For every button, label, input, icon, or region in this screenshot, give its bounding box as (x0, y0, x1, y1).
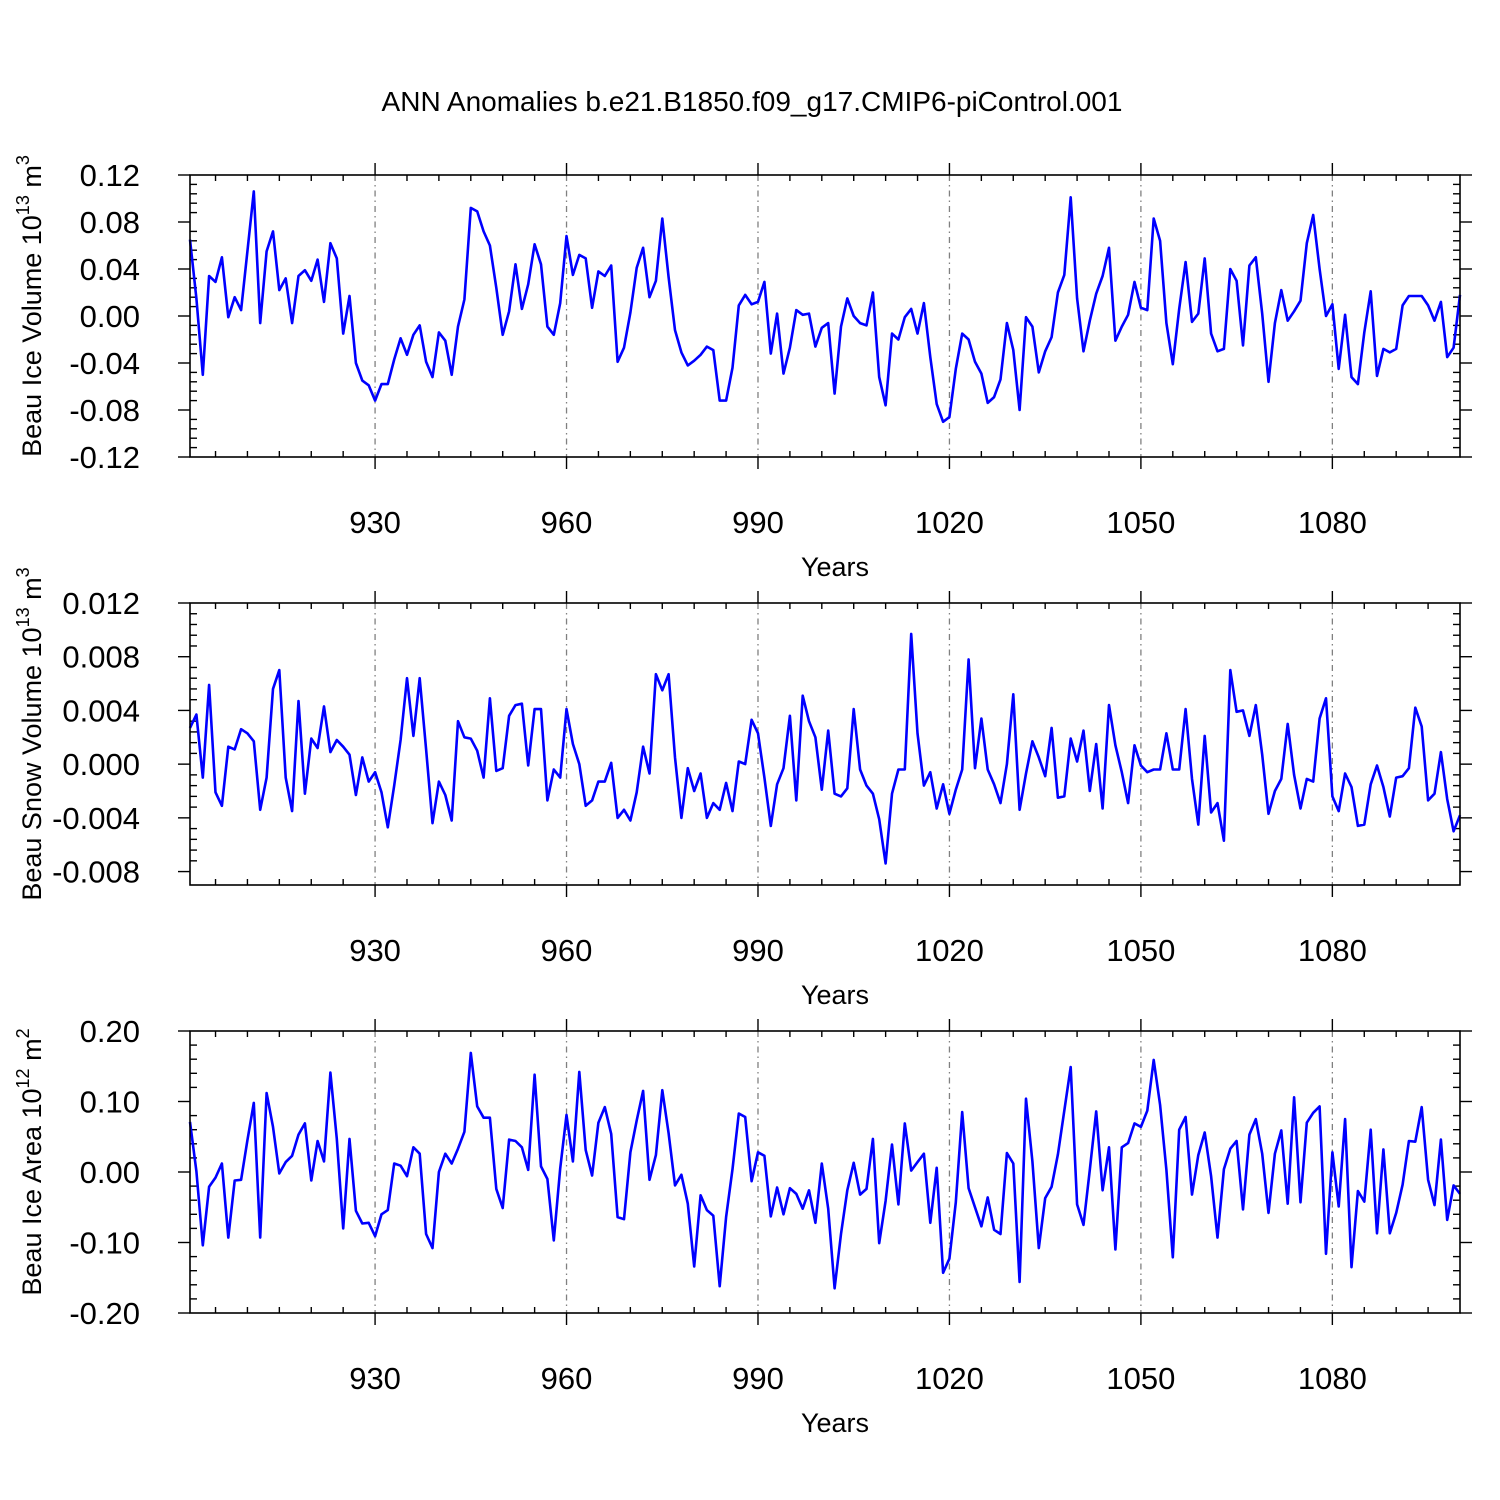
y-axis-title-exponent: 12 (13, 1068, 33, 1088)
x-tick-label: 960 (541, 505, 593, 540)
y-tick-label: -0.12 (69, 440, 140, 475)
y-tick-label: 0.000 (62, 747, 140, 782)
x-tick-label: 960 (541, 1361, 593, 1396)
y-tick-label: 0.008 (62, 640, 140, 675)
x-tick-label: 930 (349, 1361, 401, 1396)
y-tick-label: -0.008 (52, 855, 140, 890)
y-axis-title-text: m (17, 1038, 47, 1068)
y-axis-title-exponent: 13 (13, 607, 33, 627)
panel-1: 930 960 990 1020 1050 1080 -0.12 -0.08 -0.04 0.00… (13, 155, 1472, 582)
x-axis-title: Years (801, 980, 869, 1010)
series-line (188, 632, 1462, 865)
y-axis-title-text: Beau Ice Area 10 (17, 1088, 47, 1295)
x-tick-label: 1050 (1106, 1361, 1175, 1396)
x-tick-label: 930 (349, 505, 401, 540)
x-tick-label: 930 (349, 933, 401, 968)
x-tick-label: 1080 (1298, 933, 1367, 968)
plot-frame (189, 174, 1461, 458)
y-axis-title-exponent: 13 (13, 195, 33, 215)
x-tick-label: 1050 (1106, 505, 1175, 540)
y-tick-label: -0.04 (69, 346, 140, 381)
x-tick-label: 1080 (1298, 505, 1367, 540)
x-tick-label: 990 (732, 505, 784, 540)
y-axis-title-exponent: 3 (13, 567, 33, 577)
y-axis-title-text: m (17, 577, 47, 607)
plot-frame (189, 1030, 1461, 1314)
y-tick-label: 0.00 (80, 299, 140, 334)
y-tick-label: 0.04 (80, 252, 140, 287)
y-axis-title: Beau Snow Volume 1013 m3 (13, 567, 47, 900)
y-tick-label: 0.004 (62, 693, 140, 728)
x-tick-label: 960 (541, 933, 593, 968)
y-tick-label: 0.20 (80, 1014, 140, 1049)
y-tick-label: -0.08 (69, 393, 140, 428)
y-tick-label: 0.10 (80, 1085, 140, 1120)
y-axis-title-text: m (17, 165, 47, 195)
x-axis-title: Years (801, 552, 869, 582)
chart-title: ANN Anomalies b.e21.B1850.f09_g17.CMIP6-… (382, 86, 1123, 117)
x-tick-label: 990 (732, 1361, 784, 1396)
x-axis-title: Years (801, 1408, 869, 1438)
y-tick-label: 0.00 (80, 1155, 140, 1190)
y-tick-label: 0.12 (80, 158, 140, 193)
y-axis-title-text: Beau Snow Volume 10 (17, 627, 47, 900)
y-axis-title-exponent: 2 (13, 1028, 33, 1038)
y-tick-label: -0.20 (69, 1296, 140, 1331)
y-axis-title-text: Beau Ice Volume 10 (17, 215, 47, 457)
panel-3: 930 960 990 1020 1050 1080 -0.20 -0.10 0.00 0.10 0… (13, 1014, 1472, 1438)
x-tick-label: 1080 (1298, 1361, 1367, 1396)
y-tick-label: -0.10 (69, 1226, 140, 1261)
x-tick-label: 1020 (915, 1361, 984, 1396)
y-axis-title: Beau Ice Area 1012 m2 (13, 1028, 47, 1295)
plot-frame (189, 602, 1461, 886)
panel-2: 930 960 990 1020 1050 1080 -0.008 -0.004 0.000 0.… (13, 567, 1472, 1010)
y-tick-label: 0.012 (62, 586, 140, 621)
x-tick-label: 990 (732, 933, 784, 968)
series-line (188, 1051, 1462, 1290)
x-tick-label: 1020 (915, 933, 984, 968)
y-tick-label: 0.08 (80, 205, 140, 240)
series-line (188, 190, 1462, 424)
y-axis-title-exponent: 3 (13, 155, 33, 165)
x-tick-label: 1050 (1106, 933, 1175, 968)
y-axis-title: Beau Ice Volume 1013 m3 (13, 155, 47, 457)
y-tick-label: -0.004 (52, 801, 140, 836)
x-tick-label: 1020 (915, 505, 984, 540)
